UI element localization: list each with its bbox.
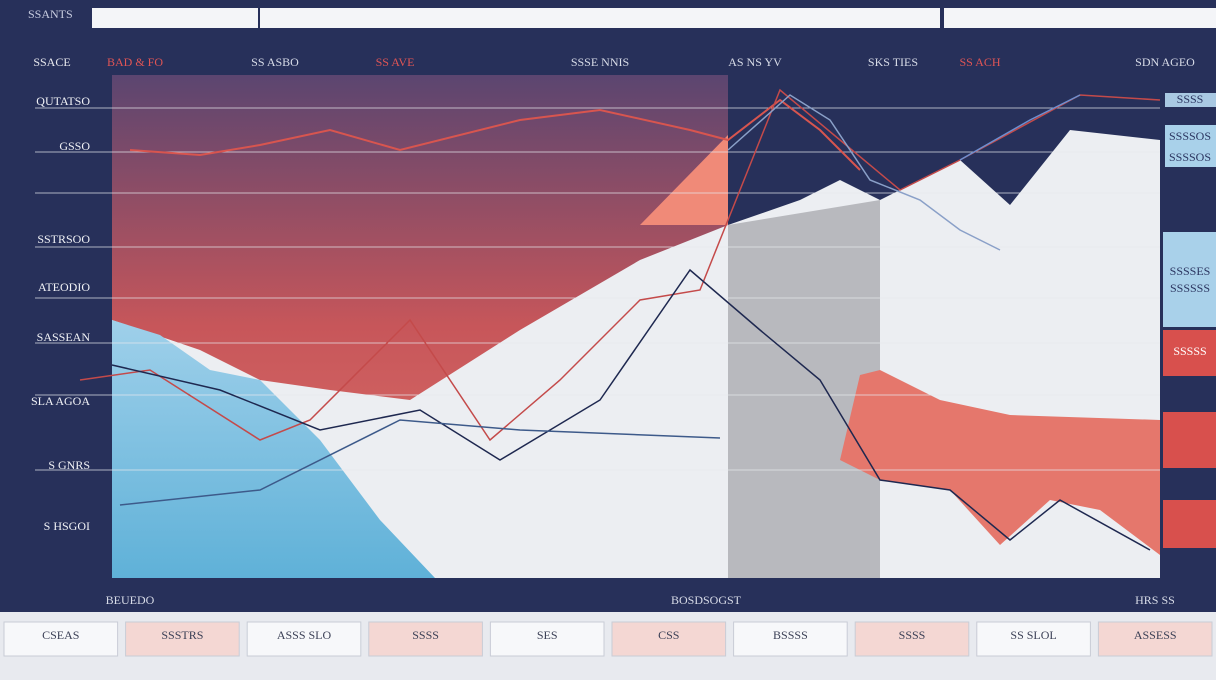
panel-label: SSSSSS xyxy=(1170,281,1210,295)
area xyxy=(640,135,728,225)
tab[interactable] xyxy=(1097,621,1213,657)
app-title: SSANTS xyxy=(28,7,73,21)
dropdown[interactable] xyxy=(92,8,258,28)
axis-label: SSTRSOO xyxy=(37,232,90,246)
panel-box xyxy=(1163,500,1216,548)
axis-label: SLA AGOA xyxy=(31,394,90,408)
header-label: BAD & FO xyxy=(107,55,163,69)
tab[interactable] xyxy=(611,621,727,657)
axis-label: GSSO xyxy=(59,139,90,153)
header-label: SS AVE xyxy=(376,55,415,69)
footer-label: BEUEDO xyxy=(106,593,155,607)
line xyxy=(79,88,1161,442)
tab[interactable] xyxy=(3,621,119,657)
tab-label: SSSS xyxy=(412,628,439,642)
line xyxy=(727,94,1001,251)
header-label: SKS TIES xyxy=(868,55,918,69)
tab[interactable] xyxy=(368,621,483,657)
line xyxy=(119,419,721,506)
axis-label: QUTATSO xyxy=(36,94,90,108)
axis-label: ATEODIO xyxy=(38,280,90,294)
tab-label: ASSS SLO xyxy=(277,628,332,642)
grid xyxy=(35,107,1160,471)
tab[interactable] xyxy=(854,621,970,657)
panel-label: SSSSS xyxy=(1173,344,1206,358)
panel-label: SSSS xyxy=(1177,92,1204,106)
tab[interactable] xyxy=(489,621,605,657)
header-label: SDN AGEO xyxy=(1135,55,1195,69)
header-label: SSSE NNIS xyxy=(571,55,629,69)
panel-box xyxy=(1165,93,1216,107)
column xyxy=(728,200,880,578)
footer-bar xyxy=(112,578,1216,612)
area xyxy=(840,370,1160,555)
tab-label: SSSTRS xyxy=(161,628,203,642)
bottom-tabs: CSEAS SSSTRS ASSS SLO SSSS SES CSS BSSSS SSSS SS… xyxy=(3,621,1213,657)
side-panel xyxy=(1163,93,1216,548)
axis-label: S GNRS xyxy=(48,458,90,472)
tab-label: CSS xyxy=(658,628,679,642)
footer-label: HRS SS xyxy=(1135,593,1175,607)
tab-label: SES xyxy=(537,628,558,642)
header-label: AS NS YV xyxy=(728,55,782,69)
tab-label: BSSSS xyxy=(773,628,808,642)
panel-label: SSSSOS xyxy=(1169,150,1211,164)
tab[interactable] xyxy=(125,621,240,657)
tab-label: SS SLOL xyxy=(1010,628,1056,642)
tab-label: CSEAS xyxy=(42,628,79,642)
panel-label: SSSSES xyxy=(1170,264,1211,278)
footer-label: BOSDSOGST xyxy=(671,593,742,607)
axis-label: S HSGOI xyxy=(44,519,90,533)
panel-label: SSSSOS xyxy=(1169,129,1211,143)
tab-label: ASSESS xyxy=(1134,628,1177,642)
line xyxy=(959,94,1081,161)
tab-label: SSSS xyxy=(899,628,926,642)
dropdown[interactable] xyxy=(944,8,1216,28)
area xyxy=(112,320,435,578)
header-label: SS ASBO xyxy=(251,55,299,69)
header-label: SS ACH xyxy=(959,55,1000,69)
panel-box xyxy=(1163,412,1216,468)
axis-label: SASSEAN xyxy=(37,330,91,344)
panel-box xyxy=(1165,125,1216,167)
tab[interactable] xyxy=(976,621,1091,657)
tab[interactable] xyxy=(733,621,848,657)
panel-box xyxy=(1163,330,1216,376)
search-box[interactable] xyxy=(260,8,940,28)
panel-box xyxy=(1163,232,1216,327)
line xyxy=(111,268,1151,551)
line xyxy=(129,98,861,171)
tab[interactable] xyxy=(246,621,362,657)
header-label: SSACE xyxy=(33,55,70,69)
